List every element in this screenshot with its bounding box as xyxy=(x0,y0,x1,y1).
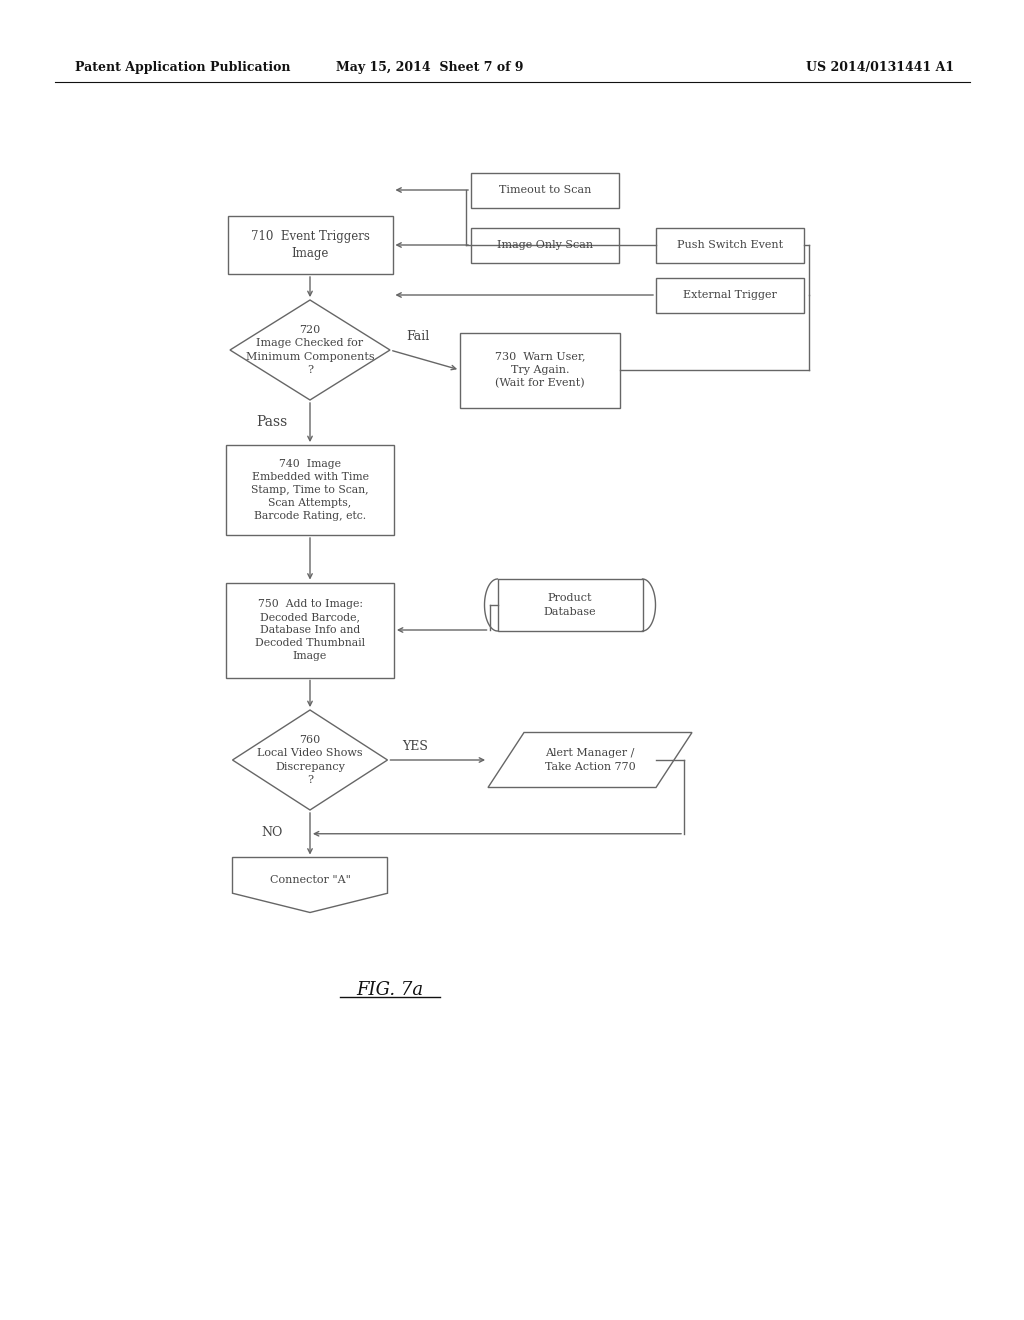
FancyBboxPatch shape xyxy=(471,227,618,263)
Text: May 15, 2014  Sheet 7 of 9: May 15, 2014 Sheet 7 of 9 xyxy=(336,62,523,74)
Text: Pass: Pass xyxy=(256,414,288,429)
Text: 720
Image Checked for
Minimum Components
?: 720 Image Checked for Minimum Components… xyxy=(246,325,375,375)
FancyBboxPatch shape xyxy=(460,333,620,408)
FancyBboxPatch shape xyxy=(471,173,618,207)
Polygon shape xyxy=(232,710,387,810)
Text: 740  Image
Embedded with Time
Stamp, Time to Scan,
Scan Attempts,
Barcode Rating: 740 Image Embedded with Time Stamp, Time… xyxy=(251,458,369,521)
Text: Connector "A": Connector "A" xyxy=(269,875,350,886)
Text: FIG. 7a: FIG. 7a xyxy=(356,981,424,999)
Text: 750  Add to Image:
Decoded Barcode,
Database Info and
Decoded Thumbnail
Image: 750 Add to Image: Decoded Barcode, Datab… xyxy=(255,598,366,661)
Text: External Trigger: External Trigger xyxy=(683,290,777,300)
Text: Patent Application Publication: Patent Application Publication xyxy=(75,62,291,74)
FancyBboxPatch shape xyxy=(656,277,804,313)
Text: US 2014/0131441 A1: US 2014/0131441 A1 xyxy=(806,62,954,74)
FancyBboxPatch shape xyxy=(656,227,804,263)
FancyBboxPatch shape xyxy=(498,579,642,631)
Text: Fail: Fail xyxy=(407,330,430,342)
Text: Alert Manager /
Take Action 770: Alert Manager / Take Action 770 xyxy=(545,748,635,772)
Text: YES: YES xyxy=(402,739,428,752)
Text: Push Switch Event: Push Switch Event xyxy=(677,240,783,249)
Text: NO: NO xyxy=(261,825,283,838)
Text: 710  Event Triggers
Image: 710 Event Triggers Image xyxy=(251,230,370,260)
Polygon shape xyxy=(232,858,387,912)
FancyBboxPatch shape xyxy=(226,582,394,677)
Text: 760
Local Video Shows
Discrepancy
?: 760 Local Video Shows Discrepancy ? xyxy=(257,735,362,785)
Text: 730  Warn User,
Try Again.
(Wait for Event): 730 Warn User, Try Again. (Wait for Even… xyxy=(495,351,586,388)
Polygon shape xyxy=(230,300,390,400)
Text: Timeout to Scan: Timeout to Scan xyxy=(499,185,591,195)
Text: Product
Database: Product Database xyxy=(544,594,596,616)
Text: Image Only Scan: Image Only Scan xyxy=(497,240,593,249)
Polygon shape xyxy=(488,733,692,788)
FancyBboxPatch shape xyxy=(227,216,392,275)
FancyBboxPatch shape xyxy=(226,445,394,535)
